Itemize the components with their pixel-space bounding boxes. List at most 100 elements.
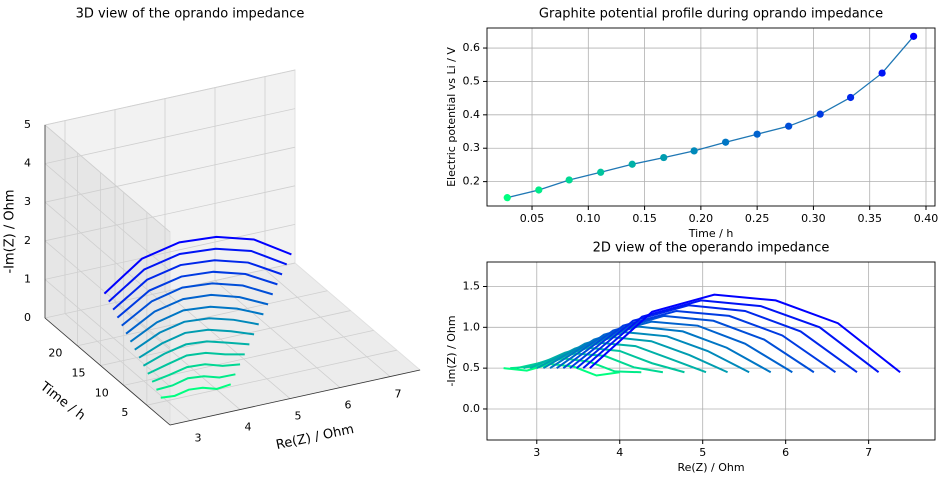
- y-tick-label: 20: [48, 347, 62, 360]
- impedance-curve-3d: [121, 282, 274, 327]
- impedance-curve-3d: [160, 383, 232, 399]
- grid-line: [44, 262, 296, 319]
- y-tick-label: 1.5: [463, 279, 481, 292]
- grid-line: [44, 69, 296, 126]
- impedance-curve-3d: [116, 270, 278, 319]
- data-line: [582, 299, 880, 374]
- impedance-curve-3d: [129, 305, 264, 343]
- x-tick-label: 3: [533, 446, 540, 459]
- y-axis-line: [44, 317, 171, 426]
- plot-frame: [486, 261, 936, 441]
- x-tick-label: 3: [195, 432, 202, 445]
- data-line: [549, 325, 772, 374]
- impedance-curve-3d: [125, 293, 269, 335]
- x-tick-label: 0.10: [576, 212, 601, 225]
- x-tick-label: 6: [782, 446, 789, 459]
- x-axis-line: [169, 369, 421, 426]
- data-line: [507, 35, 915, 199]
- z-tick-label: 1: [24, 272, 31, 285]
- grid-line: [64, 313, 191, 421]
- impedance-curve-3d: [147, 351, 245, 375]
- impedance-curve-3d: [138, 328, 255, 359]
- x-axis-label: Re(Z) / Ohm: [275, 422, 356, 453]
- x-tick-label: 0.40: [914, 212, 939, 225]
- y-tick-label: 0.4: [463, 108, 481, 121]
- data-point: [628, 160, 636, 168]
- y-tick-label: 0.3: [463, 141, 481, 154]
- y-axis-label: Time / h: [36, 379, 88, 424]
- y-tick-label: 10: [95, 386, 109, 399]
- impedance-curve-3d: [142, 340, 250, 367]
- data-line: [542, 331, 750, 374]
- z-axis-label: -Im(Z) / Ohm: [3, 189, 18, 273]
- grid-line: [44, 108, 296, 164]
- data-point: [722, 138, 730, 146]
- z-tick-label: 3: [24, 195, 31, 208]
- y-axis-label: Electric potential vs Li / V: [445, 47, 458, 187]
- chart-title: 2D view of the operando impedance: [593, 241, 830, 256]
- x-tick-label: 0.35: [857, 212, 882, 225]
- grid-line: [114, 302, 241, 410]
- x-axis-label: Time / h: [688, 227, 734, 240]
- grid-line: [44, 185, 296, 242]
- x-tick-label: 6: [345, 399, 352, 412]
- data-line: [529, 341, 707, 374]
- z-tick-label: 5: [24, 118, 31, 131]
- grid-line: [146, 349, 397, 406]
- x-tick-label: 4: [245, 421, 252, 434]
- x-tick-label: 7: [395, 388, 402, 401]
- data-point: [785, 122, 793, 130]
- x-tick-label: 0.05: [520, 212, 545, 225]
- y-tick-label: 0.5: [463, 361, 481, 374]
- data-point: [535, 186, 543, 194]
- x-tick-label: 0.15: [632, 212, 657, 225]
- data-point: [690, 147, 698, 155]
- y-tick-label: 5: [121, 406, 128, 419]
- data-line: [562, 314, 815, 374]
- y-tick-label: 0.0: [463, 402, 481, 415]
- data-point: [910, 32, 918, 40]
- x-tick-label: 0.20: [689, 212, 714, 225]
- x-tick-label: 5: [699, 446, 706, 459]
- z-tick-label: 0: [24, 311, 31, 324]
- x-axis-label: Re(Z) / Ohm: [677, 461, 744, 474]
- impedance-curve-3d: [151, 363, 241, 383]
- z-tick-label: 2: [24, 234, 31, 247]
- data-point: [565, 176, 573, 184]
- grid-line: [44, 224, 296, 280]
- impedance-curve-3d: [156, 373, 236, 391]
- y-axis-label: -Im(Z) / Ohm: [445, 315, 458, 386]
- data-point: [597, 168, 605, 176]
- data-point: [503, 194, 511, 202]
- impedance-curve-3d: [103, 235, 292, 295]
- y-tick-label: 0.2: [463, 175, 481, 188]
- grid-line: [44, 124, 171, 233]
- data-line: [536, 336, 729, 374]
- x-tick-label: 0.25: [745, 212, 770, 225]
- x-tick-label: 4: [616, 446, 623, 459]
- data-point: [753, 130, 761, 138]
- grid-line: [214, 280, 341, 388]
- x-tick-label: 0.30: [801, 212, 826, 225]
- impedance-curve-3d: [108, 247, 288, 303]
- data-point: [816, 110, 824, 118]
- impedance-curve-3d: [134, 317, 259, 351]
- data-line: [569, 309, 837, 374]
- y-tick-label: 0.5: [463, 74, 481, 87]
- grid-line: [44, 146, 296, 203]
- data-line: [556, 320, 793, 374]
- y-tick-label: 15: [72, 367, 86, 380]
- x-tick-label: 5: [295, 410, 302, 423]
- y-tick-label: 0.6: [463, 41, 481, 54]
- y-tick-label: 1.0: [463, 320, 481, 333]
- data-point: [846, 93, 855, 102]
- impedance-curve-3d: [112, 259, 283, 311]
- chart-title: Graphite potential profile during oprand…: [539, 7, 883, 22]
- data-line: [575, 304, 858, 374]
- x-tick-label: 7: [865, 446, 872, 459]
- grid-line: [44, 240, 171, 349]
- data-point: [660, 153, 668, 162]
- plot-frame: [486, 27, 936, 207]
